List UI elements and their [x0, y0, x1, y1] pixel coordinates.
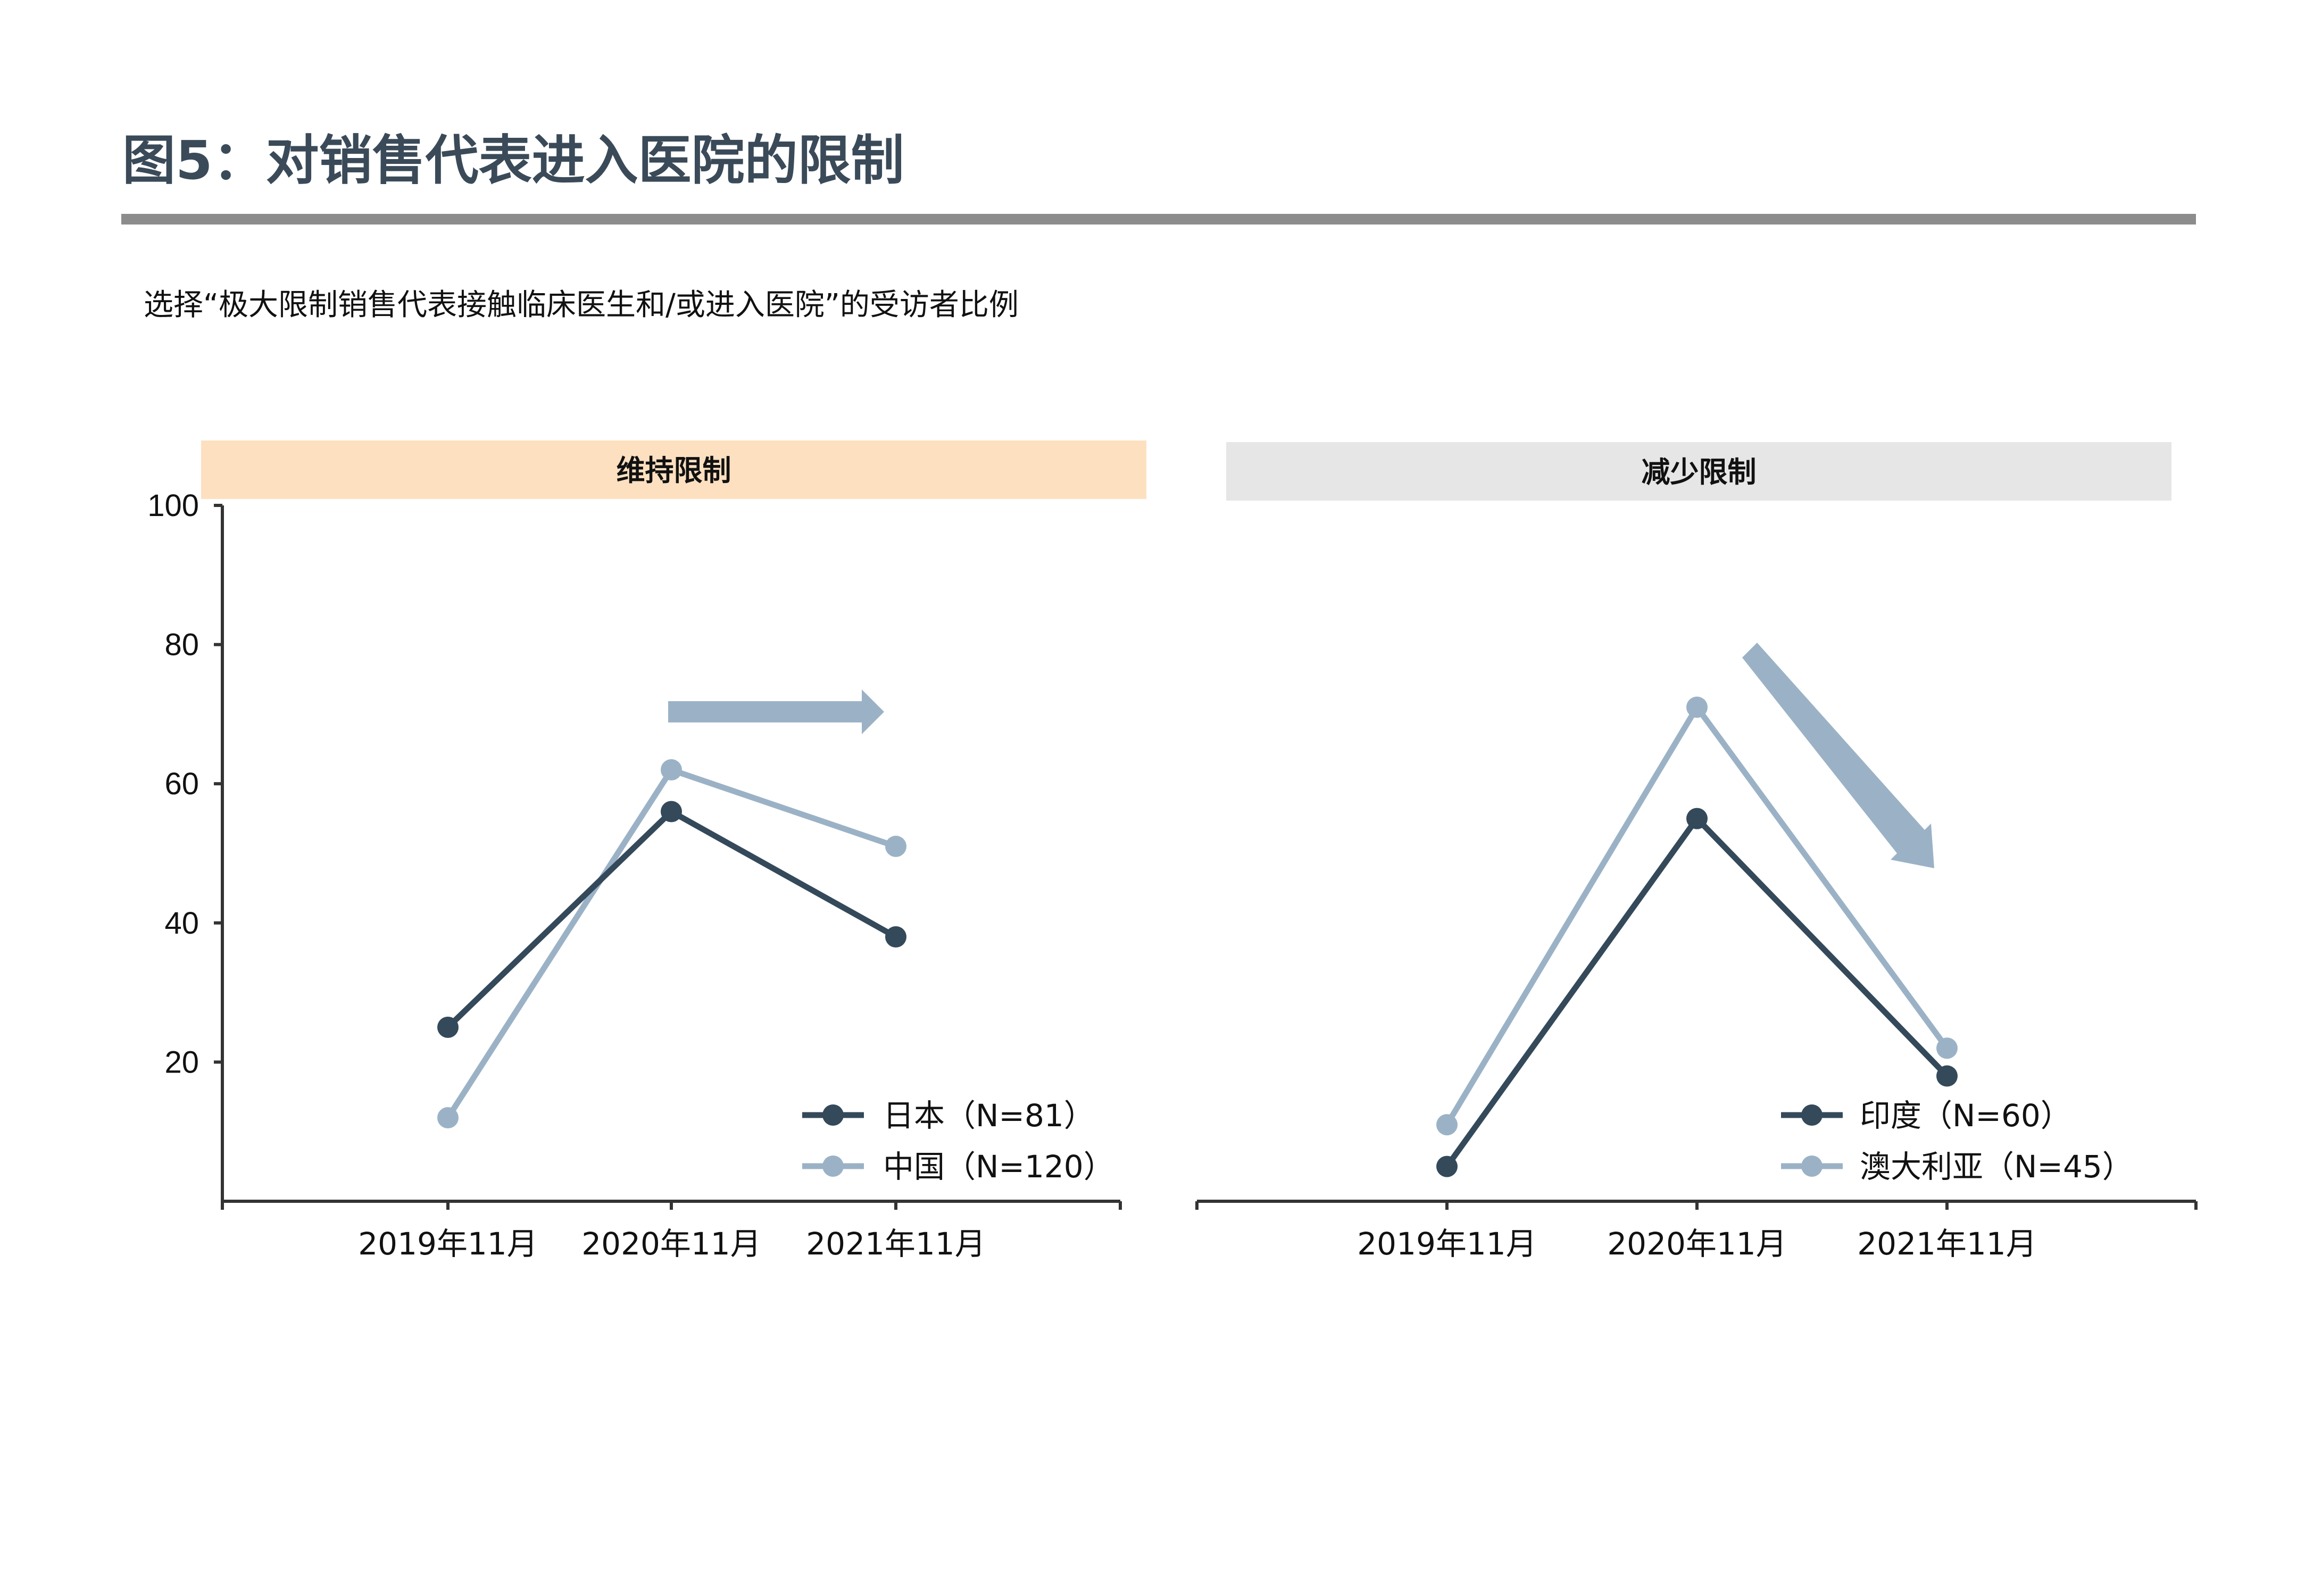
page-title: 图5：对销售代表进入医院的限制	[122, 129, 904, 192]
data-point	[1686, 696, 1708, 718]
x-tick-label: 2021年11月	[1857, 1226, 2036, 1262]
data-point	[661, 801, 682, 822]
y-tick-label: 40	[164, 906, 199, 941]
legend-swatch-marker	[822, 1104, 844, 1126]
data-point	[885, 926, 906, 947]
x-tick-label: 2021年11月	[806, 1226, 985, 1262]
panel-header-band	[1226, 442, 2171, 501]
data-point	[1686, 808, 1708, 829]
y-tick-label: 60	[164, 767, 199, 801]
series-line	[445, 809, 899, 1030]
legend-entry-label: 中国（N=120）	[883, 1149, 1114, 1185]
trend-arrow-icon	[668, 689, 884, 734]
panel-header-label: 减少限制	[1642, 455, 1757, 489]
x-tick-label: 2020年11月	[1607, 1226, 1786, 1262]
y-tick-label: 80	[164, 628, 199, 662]
legend-swatch-marker	[822, 1156, 844, 1177]
legend-entry-label: 澳大利亚（N=45）	[1860, 1149, 2133, 1185]
legend-swatch-marker	[1801, 1156, 1823, 1177]
data-point	[661, 759, 682, 781]
data-point	[1936, 1065, 1958, 1087]
chart-panel-1: 维持限制 2019年11月 2020年11月 2021年11月 20 40 60 80 100 日…	[147, 440, 1146, 1262]
data-point	[1436, 1156, 1458, 1177]
panel-header-band	[201, 440, 1146, 499]
data-point	[1936, 1037, 1958, 1059]
trend-arrow-icon	[1742, 643, 1934, 868]
x-tick-label: 2020年11月	[581, 1226, 761, 1262]
chart-subtitle: 选择“极大限制销售代表接触临床医生和/或进入医院”的受访者比例	[144, 288, 1019, 322]
y-tick-label: 20	[164, 1045, 199, 1079]
title-divider	[121, 214, 2196, 225]
panel-header-label: 维持限制	[617, 454, 731, 487]
x-tick-label: 2019年11月	[1357, 1226, 1536, 1262]
legend-entry-label: 印度（N=60）	[1860, 1098, 2071, 1134]
y-tick-label: 100	[147, 488, 199, 523]
x-tick-label: 2019年11月	[358, 1226, 537, 1262]
data-point	[437, 1017, 459, 1038]
legend-entry-label: 日本（N=81）	[883, 1098, 1095, 1134]
data-point	[885, 835, 906, 857]
data-point	[437, 1107, 459, 1129]
data-point	[1436, 1114, 1458, 1136]
legend-swatch-marker	[1801, 1104, 1823, 1126]
